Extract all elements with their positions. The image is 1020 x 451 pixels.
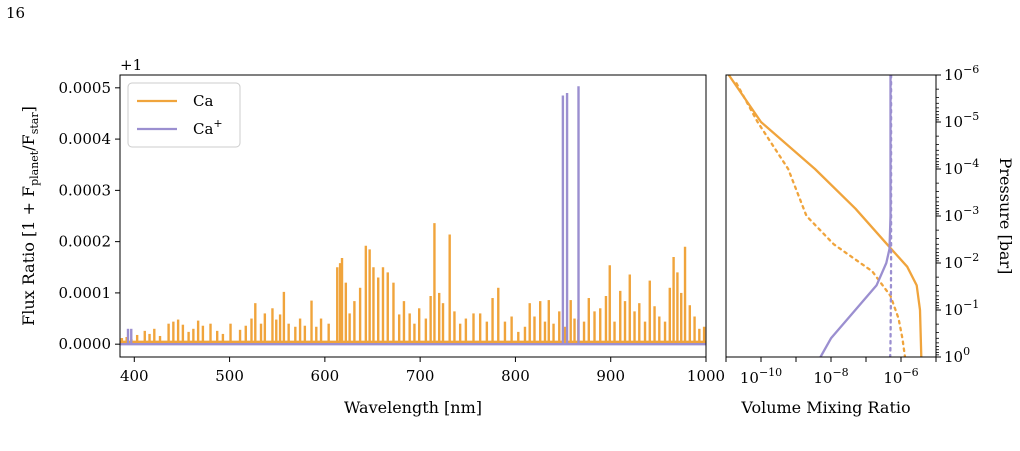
legend-label-ca: Ca — [193, 92, 213, 110]
x-tick-label: 700 — [406, 367, 435, 385]
profile-y-axis-label: Pressure [bar] — [996, 158, 1015, 275]
spectrum-panel: 400 500 600 700 800 900 1000 0.00000.00010.000… — [19, 56, 725, 417]
legend-ca-plus-sup: + — [213, 117, 222, 130]
legend: Ca Ca+ — [127, 82, 241, 148]
ylabel-mid: /F — [19, 134, 38, 151]
profile-line-ca-dotted — [735, 82, 907, 357]
profile-y-tick-label: 100 — [944, 345, 970, 366]
legend-box — [127, 82, 241, 148]
profile-y-tick-label: 10−4 — [944, 157, 979, 178]
profile-line-ca-plus-dotted — [889, 75, 893, 357]
y-tick-label: 0.0005 — [59, 79, 112, 97]
legend-label-ca-plus: Ca+ — [193, 117, 223, 138]
y-tick-label: 0.0004 — [59, 130, 112, 148]
x-tick-label: 500 — [215, 367, 244, 385]
profile-y-tick-label: 10−5 — [944, 110, 979, 131]
y-tick-label: 0.0003 — [59, 181, 112, 199]
profile-x-tick-label: 10−10 — [740, 366, 782, 387]
profile-y-ticks: 10−6 10−5 10−4 10−3 10−2 10−1 100 — [936, 63, 979, 366]
x-tick-label: 800 — [501, 367, 530, 385]
profile-x-tick-label: 10−8 — [813, 366, 848, 387]
spectrum-plot-area — [120, 86, 706, 346]
profile-x-tick-label: 10−6 — [883, 366, 918, 387]
profile-line-ca-plus-solid — [819, 75, 892, 357]
profile-y-tick-label: 10−6 — [944, 63, 979, 84]
ylabel-end: ] — [19, 106, 38, 112]
profile-line-ca-solid — [727, 75, 923, 357]
profile-x-axis-label: Volume Mixing Ratio — [740, 398, 910, 417]
profile-panel: 10−10 10−8 10−6 10−610−510−410−310−210−110… — [725, 63, 1015, 417]
spectrum-axes-frame — [119, 74, 707, 358]
profile-x-ticks: 10−10 10−8 10−6 — [725, 357, 937, 387]
profile-series-group — [727, 75, 923, 357]
spectrum-x-ticks: 400 500 600 700 800 900 1000 — [120, 357, 725, 385]
spectrum-y-ticks: 0.0000 0.0001 0.0002 0.0003 0.0004 0.0005 — [59, 79, 120, 353]
ylabel-main: Flux Ratio [1 + F — [19, 186, 38, 326]
ylabel-sub-star: star — [28, 112, 41, 135]
profile-y-tick-label: 10−1 — [944, 298, 979, 319]
x-tick-label: 1000 — [687, 367, 725, 385]
x-tick-label: 900 — [596, 367, 625, 385]
x-tick-label: 400 — [120, 367, 149, 385]
legend-ca-plus-base: Ca — [193, 120, 213, 138]
offset-label: +1 — [120, 56, 142, 74]
y-tick-label: 0.0000 — [59, 335, 112, 353]
spectrum-y-axis-label: Flux Ratio [1 + Fplanet/Fstar] — [19, 106, 41, 326]
ylabel-sub-planet: planet — [28, 150, 41, 186]
spectrum-x-axis-label: Wavelength [nm] — [344, 398, 482, 417]
profile-y-tick-label: 10−2 — [944, 251, 979, 272]
x-tick-label: 600 — [311, 367, 340, 385]
page-number: 16 — [6, 4, 26, 22]
y-tick-label: 0.0001 — [59, 284, 112, 302]
y-tick-label: 0.0002 — [59, 233, 112, 251]
profile-plot-area — [727, 75, 923, 357]
profile-y-tick-label: 10−3 — [944, 204, 979, 225]
